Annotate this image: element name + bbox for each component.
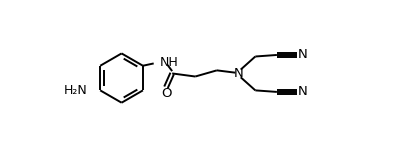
- Text: O: O: [160, 87, 171, 100]
- Text: H₂N: H₂N: [64, 84, 88, 97]
- Text: N: N: [297, 48, 307, 62]
- Text: N: N: [233, 67, 243, 80]
- Text: N: N: [297, 85, 307, 98]
- Text: NH: NH: [160, 56, 178, 69]
